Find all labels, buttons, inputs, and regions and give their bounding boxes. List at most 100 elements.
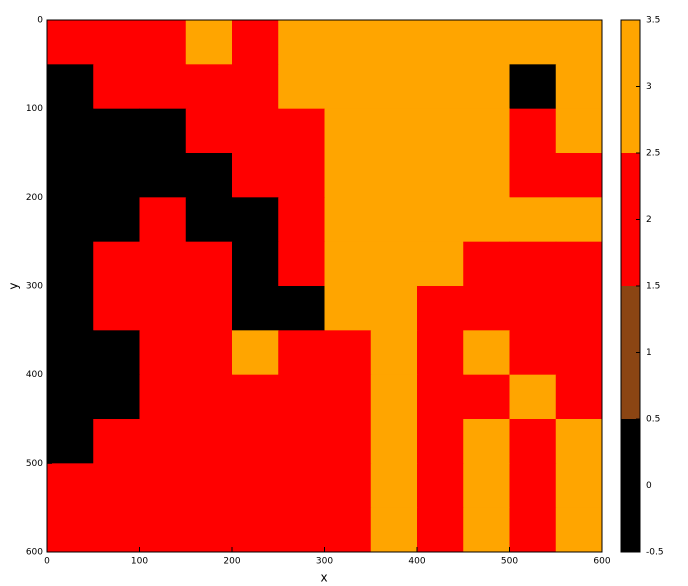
heatmap-cell [278,20,325,65]
heatmap-cell [140,20,187,65]
heatmap-cell [325,197,372,242]
heatmap-cell [371,64,418,109]
heatmap-cell [93,375,140,420]
heatmap-cell [47,463,94,508]
heatmap-cell [93,64,140,109]
x-tick-label: 200 [223,557,240,567]
heatmap-cell [93,20,140,65]
colorbar-tick-label: 1 [646,348,652,358]
heatmap-cell [371,153,418,198]
heatmap-cell [278,419,325,464]
chart: x y 010020030040050060001002003004005006… [0,0,688,586]
heatmap-cell [47,20,94,65]
heatmap-cell [556,197,603,242]
colorbar-tick-label: 0 [646,481,652,491]
x-tick-label: 600 [593,557,610,567]
colorbar-tick-label: 0.5 [646,415,660,425]
heatmap-cell [47,375,94,420]
heatmap-cell [510,508,557,553]
heatmap-cell [93,286,140,331]
colorbar-tick-label: -0.5 [646,548,664,558]
y-tick-label: 600 [26,548,43,558]
heatmap-cell [93,419,140,464]
heatmap-cell [325,330,372,375]
heatmap-cell [417,508,464,553]
heatmap-cell [325,20,372,65]
heatmap-cell [556,419,603,464]
heatmap-cell [463,286,510,331]
y-tick-label: 100 [26,104,43,114]
heatmap-cell [556,153,603,198]
heatmap-cell [510,463,557,508]
heatmap-cell [186,153,233,198]
heatmap-cell [140,286,187,331]
heatmap-cell [186,463,233,508]
heatmap-cell [47,508,94,553]
heatmap-cell [232,419,279,464]
heatmap-cell [417,197,464,242]
heatmap-cell [417,153,464,198]
y-tick-label: 400 [26,370,43,380]
heatmap-cell [371,508,418,553]
heatmap-cell [417,330,464,375]
heatmap-cell [140,242,187,287]
heatmap-cell [325,286,372,331]
colorbar-tick-label: 2 [646,215,652,225]
heatmap-cell [278,508,325,553]
heatmap-cell [278,153,325,198]
heatmap-cell [417,419,464,464]
heatmap-cell [463,508,510,553]
heatmap-cell [140,508,187,553]
heatmap-cell [556,286,603,331]
colorbar-tick-label: 3.5 [646,16,660,26]
heatmap-cell [463,109,510,154]
x-tick-label: 500 [501,557,518,567]
heatmap-cell [232,109,279,154]
heatmap-cell [278,286,325,331]
heatmap-cell [510,330,557,375]
heatmap-cell [510,109,557,154]
heatmap-cell [140,153,187,198]
heatmap-cell [186,286,233,331]
heatmap-cell [556,330,603,375]
heatmap-cell [278,375,325,420]
heatmap-cell [325,109,372,154]
y-axis-label: y [7,282,21,289]
heatmap-cell [278,463,325,508]
heatmap-cell [47,153,94,198]
heatmap-cell [371,375,418,420]
heatmap-cell [47,419,94,464]
heatmap-cell [140,64,187,109]
x-tick-label: 0 [44,557,50,567]
heatmap-cell [371,463,418,508]
heatmap-cell [325,419,372,464]
heatmap-cell [463,64,510,109]
heatmap-cell [325,64,372,109]
heatmap-cell [93,508,140,553]
heatmap-cell [417,463,464,508]
heatmap-cell [556,242,603,287]
heatmap-cell [140,375,187,420]
heatmap-cell [232,64,279,109]
heatmap-cell [556,20,603,65]
heatmap-cell [463,375,510,420]
heatmap-cell [140,463,187,508]
colorbar-tick-label: 2.5 [646,149,660,159]
heatmap-cell [47,197,94,242]
heatmap-cell [93,153,140,198]
heatmap-cell [510,197,557,242]
heatmap-cell [417,109,464,154]
heatmap-cell [417,64,464,109]
heatmap-cell [140,330,187,375]
heatmap-cell [510,286,557,331]
heatmap-cell [417,375,464,420]
heatmap-cell [47,330,94,375]
heatmap-cell [140,419,187,464]
heatmap-cell [93,197,140,242]
heatmap-cell [417,242,464,287]
heatmap-cell [510,419,557,464]
heatmap-cell [186,109,233,154]
heatmap-cell [186,330,233,375]
heatmap-cell [93,330,140,375]
x-tick-label: 400 [408,557,425,567]
